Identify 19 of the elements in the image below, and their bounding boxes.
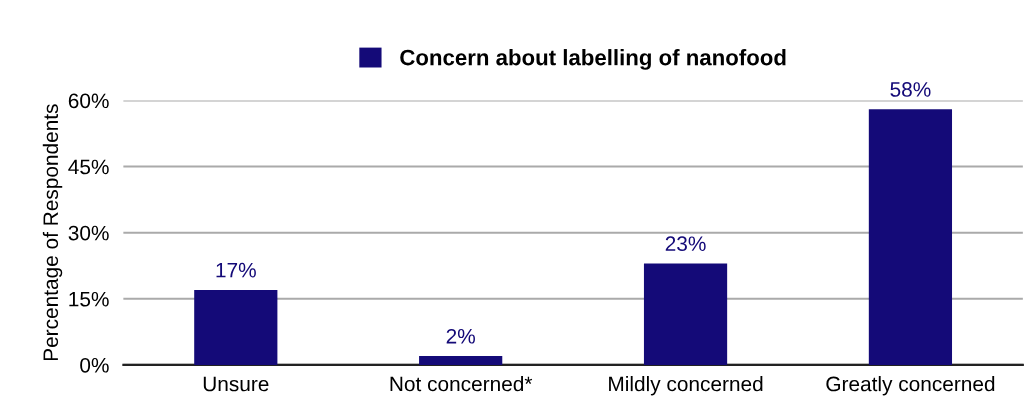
data-label: 2%: [446, 328, 475, 344]
x-tick-label: Not concerned*: [390, 376, 533, 392]
y-tick-label: 15%: [69, 291, 109, 307]
data-label: 17%: [216, 262, 256, 278]
x-tick-label: Greatly concerned: [826, 376, 995, 396]
data-label: 23%: [665, 236, 706, 252]
x-tick-label: Unsure: [203, 376, 269, 392]
y-tick-label: 60%: [68, 93, 109, 109]
data-label: 58%: [890, 82, 931, 97]
bar: [868, 109, 953, 365]
y-tick-label: 0%: [80, 357, 109, 373]
bar: [194, 289, 278, 365]
y-axis-title: Percentage of Respondents: [42, 104, 63, 361]
x-tick-label: Mildly concerned: [609, 376, 763, 396]
legend-label: Concern about labelling of nanofood: [400, 49, 786, 70]
y-tick-label: 30%: [68, 225, 109, 241]
bar: [419, 356, 503, 365]
bar: [643, 263, 728, 365]
y-tick-label: 45%: [68, 159, 109, 175]
